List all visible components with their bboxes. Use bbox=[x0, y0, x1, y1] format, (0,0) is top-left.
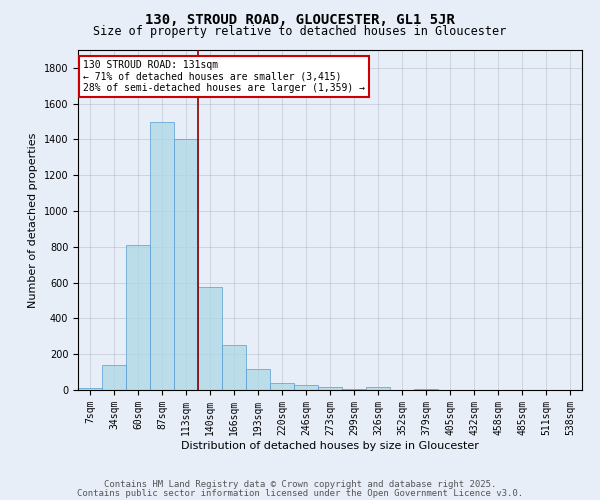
Bar bbox=[294, 385, 318, 390]
Bar bbox=[270, 383, 294, 390]
Bar bbox=[366, 388, 390, 390]
Bar bbox=[414, 389, 438, 390]
Bar bbox=[342, 389, 366, 390]
Bar bbox=[198, 287, 222, 390]
Bar bbox=[150, 122, 174, 390]
X-axis label: Distribution of detached houses by size in Gloucester: Distribution of detached houses by size … bbox=[181, 440, 479, 450]
Bar bbox=[174, 140, 198, 390]
Bar bbox=[318, 388, 342, 390]
Bar bbox=[78, 388, 102, 390]
Text: Size of property relative to detached houses in Gloucester: Size of property relative to detached ho… bbox=[94, 25, 506, 38]
Bar bbox=[126, 245, 150, 390]
Text: Contains HM Land Registry data © Crown copyright and database right 2025.: Contains HM Land Registry data © Crown c… bbox=[104, 480, 496, 489]
Bar bbox=[246, 370, 270, 390]
Text: 130 STROUD ROAD: 131sqm
← 71% of detached houses are smaller (3,415)
28% of semi: 130 STROUD ROAD: 131sqm ← 71% of detache… bbox=[83, 60, 365, 94]
Bar bbox=[102, 365, 126, 390]
Y-axis label: Number of detached properties: Number of detached properties bbox=[28, 132, 38, 308]
Bar bbox=[222, 346, 246, 390]
Text: 130, STROUD ROAD, GLOUCESTER, GL1 5JR: 130, STROUD ROAD, GLOUCESTER, GL1 5JR bbox=[145, 12, 455, 26]
Text: Contains public sector information licensed under the Open Government Licence v3: Contains public sector information licen… bbox=[77, 488, 523, 498]
